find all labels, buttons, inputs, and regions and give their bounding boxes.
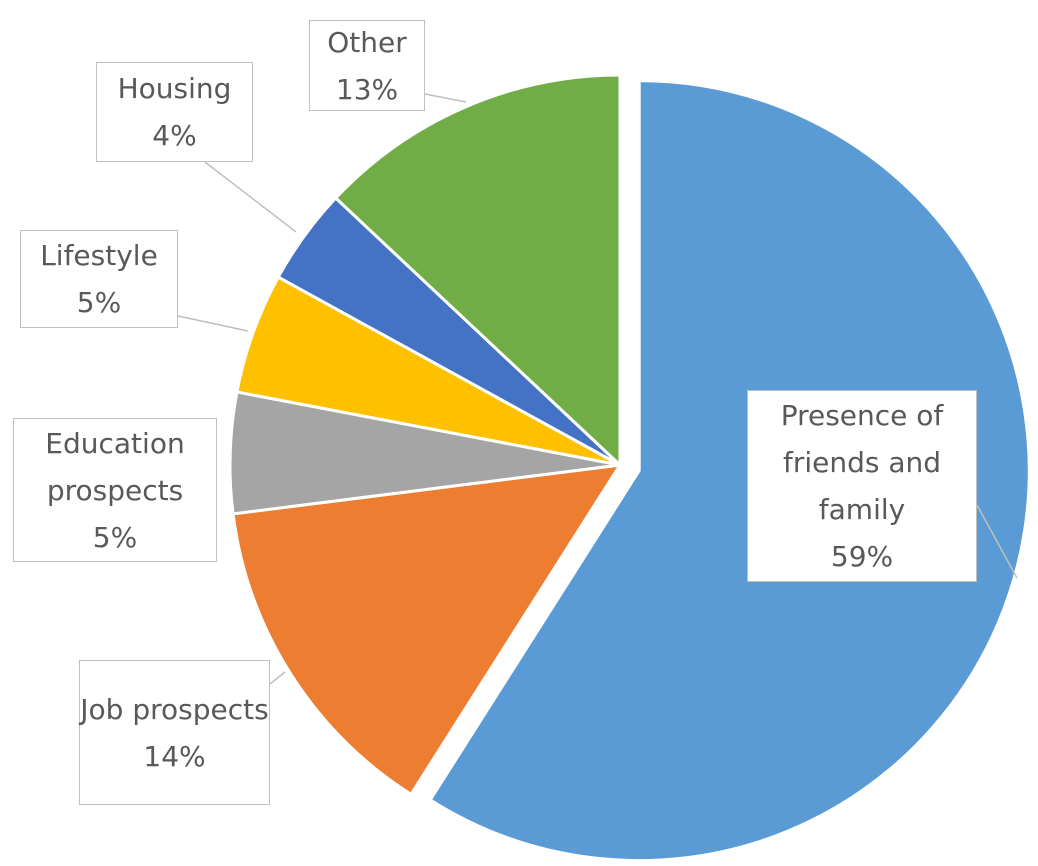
data-label: Presence of friends and family 59% (747, 390, 977, 582)
label-value: 4% (152, 119, 197, 152)
label-value: 5% (92, 520, 138, 554)
label-category: Job prospects (80, 692, 269, 726)
label-value: 13% (335, 72, 399, 106)
label-category: Housing (117, 72, 232, 105)
data-label: Housing 4% (96, 62, 253, 162)
leader-line (269, 671, 286, 685)
pie-slice (333, 73, 622, 469)
pie-slice (231, 463, 623, 797)
leader-line (177, 315, 249, 332)
data-label: Education prospects 5% (13, 418, 217, 562)
data-label: Job prospects 14% (79, 660, 270, 805)
label-value: 14% (143, 739, 206, 773)
label-category: Presence of friends and family (780, 399, 944, 526)
leader-line (204, 161, 297, 233)
leader-line (424, 93, 467, 103)
leader-line (976, 504, 1018, 579)
data-label: Lifestyle 5% (20, 230, 178, 328)
label-category: Other (327, 25, 407, 59)
label-category: Education prospects (45, 426, 185, 507)
pie-slice (428, 79, 1031, 863)
label-value: 5% (76, 286, 122, 319)
label-category: Lifestyle (40, 239, 158, 272)
label-value: 59% (830, 540, 894, 573)
data-label: Other 13% (309, 20, 425, 111)
